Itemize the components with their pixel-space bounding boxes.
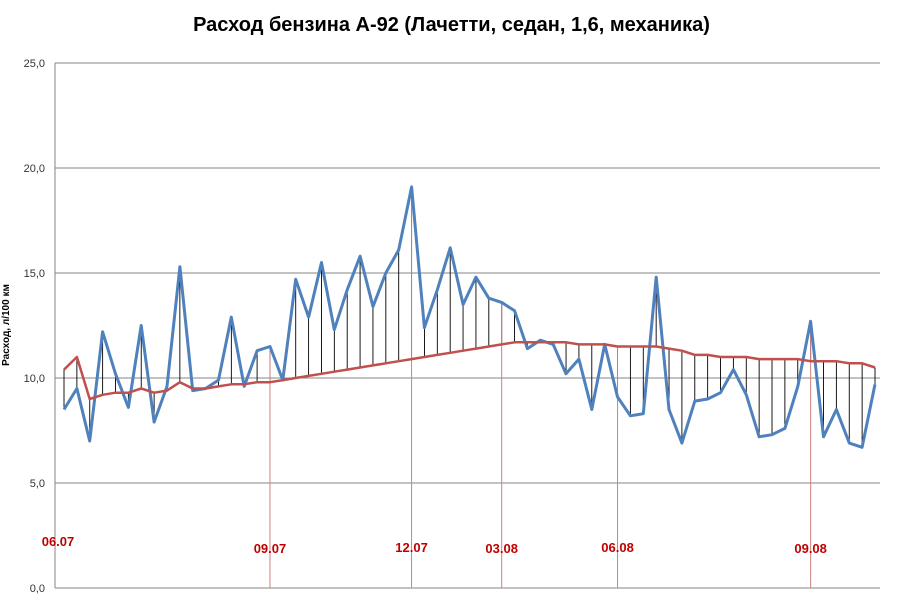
y-tick-label: 5,0 bbox=[30, 478, 45, 490]
date-labels: 06.07 09.07 12.07 03.08 06.08 09.08 bbox=[42, 534, 827, 556]
series-line bbox=[63, 341, 876, 401]
y-tick-label: 25,0 bbox=[24, 58, 45, 70]
series-line bbox=[62, 185, 877, 449]
date-label: 12.07 bbox=[395, 540, 428, 555]
date-label: 03.08 bbox=[485, 541, 518, 556]
y-axis-ticks: 0,0 5,0 10,0 15,0 20,0 25,0 bbox=[24, 58, 45, 595]
date-label: 09.08 bbox=[794, 541, 827, 556]
date-label: 09.07 bbox=[254, 541, 287, 556]
date-label: 06.07 bbox=[42, 534, 75, 549]
series-lines bbox=[62, 185, 877, 449]
date-marker-lines bbox=[269, 186, 812, 588]
chart-title: Расход бензина А-92 (Лачетти, седан, 1,6… bbox=[193, 14, 710, 36]
grid-lines bbox=[54, 62, 880, 589]
y-tick-label: 20,0 bbox=[24, 163, 45, 175]
y-tick-label: 15,0 bbox=[24, 268, 45, 280]
y-tick-label: 10,0 bbox=[24, 373, 45, 385]
difference-lines bbox=[63, 186, 876, 448]
y-axis-label: Расход, л/100 км bbox=[1, 284, 12, 366]
y-tick-label: 0,0 bbox=[30, 583, 45, 595]
date-label: 06.08 bbox=[601, 540, 634, 555]
